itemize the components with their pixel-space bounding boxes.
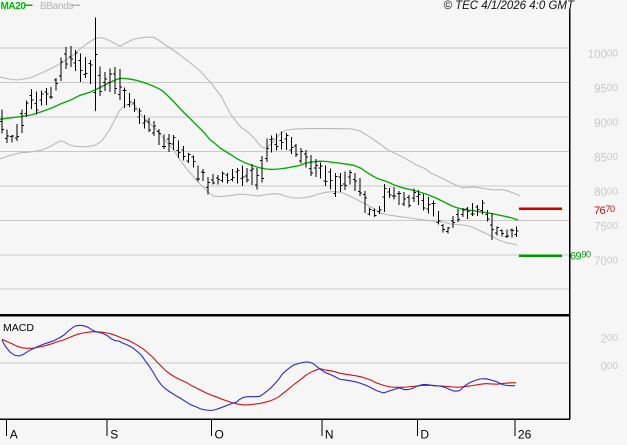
svg-text:6990: 6990 [570, 250, 591, 263]
svg-text:200: 200 [600, 333, 618, 346]
svg-text:8500: 8500 [594, 152, 618, 165]
svg-text:MA20: MA20 [1, 1, 27, 12]
svg-text:N: N [325, 427, 334, 440]
svg-text:7000: 7000 [594, 255, 618, 268]
svg-text:S: S [110, 427, 118, 440]
svg-text:MACD: MACD [3, 322, 34, 334]
svg-text:9500: 9500 [594, 83, 618, 96]
svg-text:D: D [420, 427, 429, 440]
svg-text:7670: 7670 [594, 204, 615, 217]
svg-text:10000: 10000 [588, 49, 619, 62]
svg-text:26: 26 [518, 427, 532, 440]
svg-text:BBands: BBands [40, 1, 74, 12]
svg-text:© TEC 4/1/2026 4:0 GMT: © TEC 4/1/2026 4:0 GMT [443, 0, 575, 12]
svg-text:A: A [10, 427, 18, 440]
svg-text:9000: 9000 [594, 117, 618, 130]
svg-text:7500: 7500 [594, 221, 618, 234]
svg-text:8000: 8000 [594, 186, 618, 199]
svg-text:000: 000 [600, 361, 618, 374]
svg-text:O: O [215, 427, 224, 440]
